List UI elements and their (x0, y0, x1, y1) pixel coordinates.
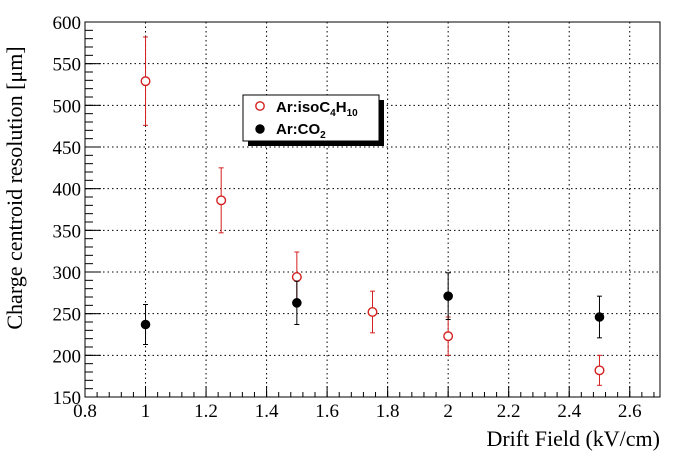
data-point (594, 312, 605, 322)
legend-marker-ar-isoc4h10 (255, 101, 265, 111)
data-point (443, 331, 454, 342)
plot-frame (84, 21, 661, 398)
x-tick-label: 1.6 (315, 401, 339, 422)
x-tick-label: 1 (141, 401, 151, 422)
x-tick-label: 1.2 (194, 401, 218, 422)
data-point (367, 307, 378, 318)
series-ar-isoc4h10 (140, 36, 605, 386)
x-tick-label: 1.4 (255, 401, 279, 422)
y-tick-label: 250 (53, 305, 82, 326)
data-point (140, 76, 151, 87)
legend: Ar:isoC4H10 Ar:CO2 (242, 94, 384, 146)
y-tick-label: 350 (53, 221, 82, 242)
y-tick-label: 200 (53, 346, 82, 367)
legend-label-ar-isoc4h10: Ar:isoC4H10 (276, 99, 358, 119)
y-tick-label: 450 (53, 138, 82, 159)
legend-label-ar-co2: Ar:CO2 (276, 121, 326, 141)
y-tick-label: 550 (53, 55, 82, 76)
y-tick-label: 500 (53, 96, 82, 117)
legend-box (242, 94, 380, 142)
grid (85, 22, 660, 397)
x-tick-label: 2 (443, 401, 453, 422)
series-ar-co2 (140, 272, 605, 345)
axis-ticks (84, 21, 655, 398)
y-axis-title: Charge centroid resolution [μm] (2, 46, 27, 329)
x-axis-title: Drift Field (kV/cm) (486, 426, 660, 451)
tick-labels: 0.8 1 1.2 1.4 1.6 1.8 2 2.2 2.4 2.6 150 200 250 300 35… (53, 13, 642, 422)
legend-marker-ar-co2 (255, 124, 265, 134)
data-point (292, 298, 302, 308)
data-point (216, 195, 227, 206)
data-point (443, 291, 453, 301)
data-point (140, 319, 151, 330)
y-tick-label: 600 (53, 13, 82, 34)
data-point (291, 272, 302, 283)
y-tick-label: 300 (53, 263, 82, 284)
series-layer (140, 36, 605, 386)
data-point (594, 365, 605, 376)
x-tick-label: 2.4 (557, 401, 581, 422)
x-tick-label: 0.8 (73, 401, 97, 422)
y-tick-label: 400 (53, 180, 82, 201)
x-tick-label: 1.8 (376, 401, 400, 422)
x-tick-label: 2.2 (497, 401, 521, 422)
x-tick-label: 2.6 (618, 401, 642, 422)
y-tick-label: 150 (53, 388, 82, 409)
